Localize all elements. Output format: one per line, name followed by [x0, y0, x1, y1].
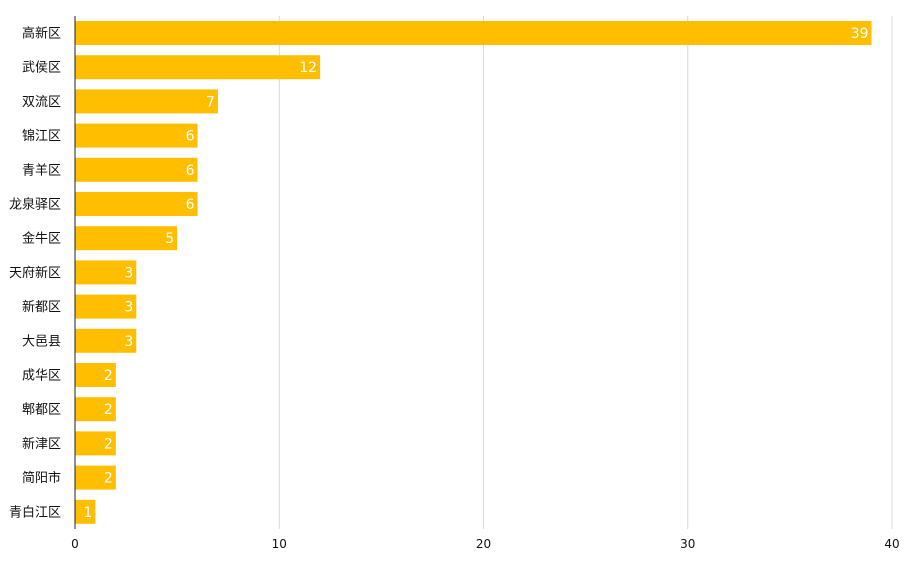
bar	[75, 499, 96, 524]
x-tick-label: 40	[884, 537, 899, 551]
category-label: 武侯区	[22, 61, 61, 76]
x-tick-label: 0	[71, 537, 79, 551]
data-label: 3	[124, 300, 133, 316]
data-label: 6	[186, 197, 195, 213]
data-label: 6	[186, 129, 195, 145]
category-label: 大邑县	[22, 334, 61, 349]
category-label: 成华区	[22, 369, 61, 384]
bar	[75, 192, 198, 216]
category-label: 天府新区	[9, 265, 61, 281]
data-label: 3	[124, 334, 133, 350]
x-tick-label: 10	[272, 537, 287, 551]
data-label: 7	[206, 94, 215, 110]
data-label: 2	[104, 436, 113, 452]
bars-layer	[75, 21, 872, 524]
x-tick-label: 30	[680, 537, 695, 551]
bar	[75, 397, 116, 422]
bar	[75, 123, 198, 148]
category-label: 龙泉驿区	[9, 197, 61, 213]
category-label: 金牛区	[22, 231, 61, 247]
bar	[75, 89, 218, 114]
data-label: 12	[299, 60, 317, 76]
data-label: 2	[104, 368, 113, 384]
data-label: 3	[124, 265, 133, 281]
bar	[75, 328, 137, 353]
category-label: 锦江区	[22, 129, 61, 144]
category-label: 新津区	[22, 436, 61, 452]
bar	[75, 260, 137, 285]
data-label: 2	[104, 402, 113, 418]
category-label: 郫都区	[22, 402, 61, 418]
bar	[75, 363, 116, 387]
bar	[75, 431, 116, 456]
data-label: 6	[186, 163, 195, 179]
category-label: 青白江区	[9, 504, 61, 520]
data-label: 1	[84, 505, 93, 521]
category-label: 新都区	[22, 299, 61, 315]
bar	[75, 226, 178, 251]
category-label: 高新区	[22, 26, 61, 42]
data-label: 2	[104, 471, 113, 487]
grid-layer	[278, 16, 893, 529]
bar	[75, 55, 321, 80]
category-label: 简阳市	[22, 470, 61, 486]
data-label: 39	[851, 26, 869, 42]
bar	[75, 21, 872, 45]
data-label: 5	[165, 231, 174, 247]
bar	[75, 157, 198, 182]
bar	[75, 294, 137, 319]
x-tick-label: 20	[476, 537, 491, 551]
category-label: 双流区	[22, 95, 61, 110]
bar	[75, 465, 116, 490]
category-label: 青羊区	[22, 162, 61, 178]
